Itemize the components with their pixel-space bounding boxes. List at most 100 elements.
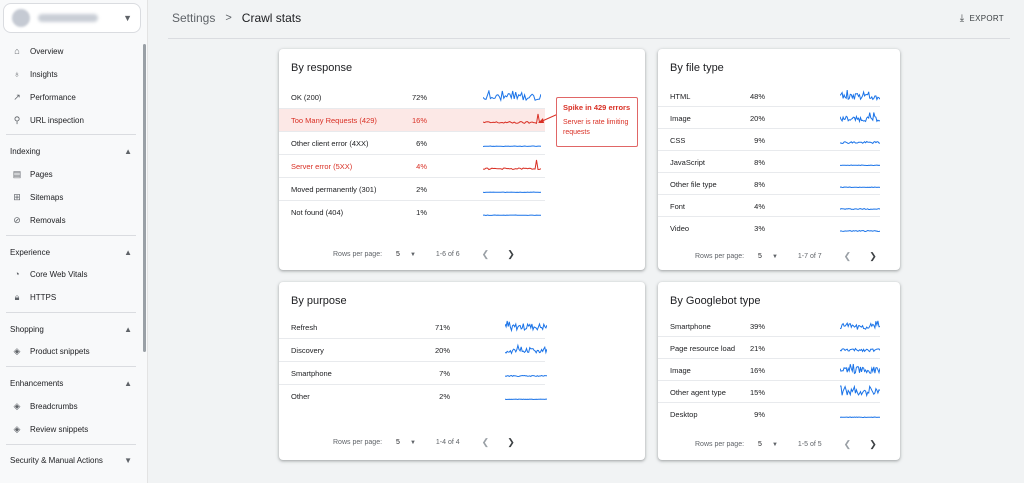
sidebar-section-experience[interactable]: Experience ▲ — [10, 247, 132, 257]
page-range: 1-5 of 5 — [797, 441, 822, 448]
row-sparkline — [504, 320, 548, 334]
sidebar-item-removals[interactable]: ⊘ Removals — [13, 214, 66, 225]
card-by-purpose: By purpose — [279, 282, 645, 460]
table-row[interactable]: Other agent type 15% — [658, 381, 881, 403]
page-range: 1-6 of 6 — [435, 251, 460, 258]
row-label: Server error (5XX) — [291, 161, 353, 171]
row-sparkline — [482, 89, 542, 104]
next-page-button[interactable]: ❯ — [869, 251, 877, 261]
row-percent: 20% — [749, 113, 765, 123]
card-title: By Googlebot type — [670, 295, 761, 307]
row-label: Other client error (4XX) — [291, 138, 369, 148]
table-row[interactable]: Image 20% — [658, 107, 881, 129]
breadcrumb-settings[interactable]: Settings — [172, 11, 216, 25]
next-page-button[interactable]: ❯ — [507, 249, 515, 259]
sidebar-section-security[interactable]: Security & Manual Actions ▼ — [10, 455, 132, 465]
export-button[interactable]: ⤓ EXPORT — [959, 13, 1004, 24]
row-divider — [658, 216, 880, 217]
chevron-up-icon: ▲ — [124, 146, 132, 156]
table-row[interactable]: Desktop 9% — [658, 403, 880, 425]
header-divider — [168, 38, 1010, 39]
table-row[interactable]: Font 4% — [658, 195, 881, 217]
rows-per-page-label: Rows per page: — [695, 441, 745, 448]
table-row[interactable]: CSS 9% — [658, 129, 881, 151]
table-row[interactable]: Refresh 71% — [279, 316, 548, 338]
next-page-button[interactable]: ❯ — [507, 437, 515, 447]
table-row[interactable]: Smartphone 39% — [658, 315, 881, 337]
row-divider — [658, 172, 880, 173]
row-percent: 9% — [754, 135, 765, 145]
sidebar: ▼ ⌂ Overview ♁ Insights ↗ Performance ⚲ URL … — [0, 0, 148, 483]
rows-per-page-select[interactable]: 5 — [758, 441, 762, 448]
callout-title: Spike in 429 errors — [563, 103, 631, 112]
page-title: Crawl stats — [241, 11, 302, 25]
card-by-response: By response — [279, 49, 645, 270]
gauge-icon: ◔ — [14, 269, 20, 279]
row-sparkline — [482, 113, 542, 127]
table-row[interactable]: HTML 48% — [658, 85, 881, 107]
row-sparkline — [839, 384, 881, 399]
row-percent: 48% — [749, 91, 765, 101]
row-sparkline — [839, 363, 881, 377]
row-sparkline — [839, 155, 881, 169]
sidebar-item-insights[interactable]: ♁ Insights — [13, 69, 58, 79]
row-label: Image — [670, 113, 691, 123]
sidebar-section-indexing[interactable]: Indexing ▲ — [10, 146, 132, 156]
sidebar-item-sitemaps[interactable]: ⊞ Sitemaps — [13, 191, 64, 202]
sidebar-item-review-snippets[interactable]: ◈ Review snippets — [13, 423, 89, 434]
prev-page-button[interactable]: ❮ — [481, 249, 490, 259]
rows-per-page-select[interactable]: 5 — [396, 439, 400, 446]
sidebar-item-https[interactable]: 🔒︎ HTTPS — [0, 286, 140, 308]
table-row[interactable]: Video 3% — [658, 217, 881, 239]
prev-page-button[interactable]: ❮ — [843, 251, 852, 261]
table-row[interactable]: Page resource load 21% — [658, 337, 881, 359]
row-divider — [658, 380, 880, 381]
rows-per-page-label: Rows per page: — [333, 251, 383, 258]
rows-per-page-select[interactable]: 5 — [396, 251, 400, 258]
property-selector[interactable]: ▼ — [3, 3, 141, 33]
table-row[interactable]: Other file type 8% — [658, 173, 881, 195]
table-row[interactable]: Moved permanently (301) 2% — [279, 178, 545, 200]
row-divider — [658, 402, 880, 403]
next-page-button[interactable]: ❯ — [869, 439, 877, 449]
rows-per-page-select[interactable]: 5 — [758, 253, 762, 260]
table-row[interactable]: Not found (404) 1% — [279, 201, 545, 223]
prev-page-button[interactable]: ❮ — [481, 437, 490, 447]
table-row[interactable]: OK (200) 72% — [279, 86, 545, 108]
sidebar-item-product-snippets[interactable]: ◈ Product snippets — [13, 345, 90, 356]
row-label: OK (200) — [291, 92, 322, 102]
sidebar-item-pages[interactable]: ▤ Pages — [12, 168, 53, 179]
table-pagination: Rows per page: 5 ▼ 1-5 of 5 ❮ ❯ — [695, 439, 877, 450]
sidebar-section-shopping[interactable]: Shopping ▲ — [10, 324, 132, 334]
sitemap-icon: ⊞ — [13, 191, 21, 202]
table-row[interactable]: Too Many Requests (429) 16% — [279, 109, 545, 131]
home-icon: ⌂ — [14, 46, 20, 56]
table-row[interactable]: Other 2% — [279, 385, 547, 407]
row-divider — [658, 194, 880, 195]
chevron-up-icon: ▲ — [124, 378, 132, 388]
sidebar-section-enhancements[interactable]: Enhancements ▲ — [10, 378, 132, 388]
search-icon: ⚲ — [13, 114, 21, 125]
sidebar-scrollbar[interactable] — [143, 44, 146, 352]
rows-per-page-label: Rows per page: — [333, 439, 383, 446]
sidebar-item-url-inspection[interactable]: ⚲ URL inspection — [13, 114, 84, 125]
table-row[interactable]: JavaScript 8% — [658, 151, 881, 173]
dropdown-caret-icon[interactable]: ▼ — [409, 439, 416, 446]
table-row[interactable]: Image 16% — [658, 359, 881, 381]
dropdown-caret-icon[interactable]: ▼ — [771, 253, 778, 260]
row-percent: 72% — [411, 92, 427, 102]
row-label: Moved permanently (301) — [291, 184, 377, 194]
prev-page-button[interactable]: ❮ — [843, 439, 852, 449]
table-row[interactable]: Server error (5XX) 4% — [279, 155, 545, 177]
table-row[interactable]: Smartphone 7% — [279, 362, 548, 384]
table-row[interactable]: Other client error (4XX) 6% — [279, 132, 545, 154]
row-label: HTML — [670, 91, 691, 101]
sidebar-item-core-web-vitals[interactable]: ◔ Core Web Vitals — [0, 263, 140, 285]
row-sparkline — [839, 199, 881, 213]
sidebar-item-performance[interactable]: ↗ Performance — [13, 91, 76, 102]
sidebar-item-overview[interactable]: ⌂ Overview — [0, 40, 140, 62]
dropdown-caret-icon[interactable]: ▼ — [771, 441, 778, 448]
sidebar-item-breadcrumbs[interactable]: ◈ Breadcrumbs — [13, 400, 78, 411]
table-row[interactable]: Discovery 20% — [279, 339, 548, 361]
dropdown-caret-icon[interactable]: ▼ — [409, 251, 416, 258]
